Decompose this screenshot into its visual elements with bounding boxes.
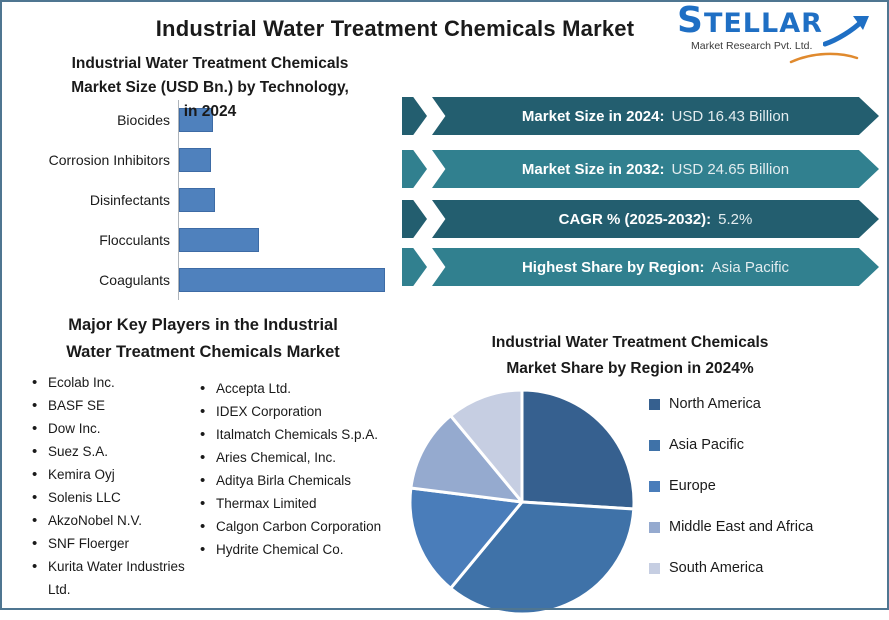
banner-label: Market Size in 2024: — [521, 107, 665, 125]
legend-label: Middle East and Africa — [669, 519, 814, 535]
bar-category-label: Coagulants — [99, 272, 170, 288]
banner-chevron-icon — [402, 200, 427, 238]
legend-swatch-icon — [649, 439, 660, 451]
key-players-column-2: Accepta Ltd.IDEX CorporationItalmatch Ch… — [200, 377, 388, 561]
key-player-item: Solenis LLC — [32, 486, 192, 509]
bar-chart-title-line3: in 2024 — [183, 103, 237, 120]
key-player-item: Hydrite Chemical Co. — [200, 538, 388, 561]
bar-track — [178, 140, 397, 180]
legend-label: North America — [669, 396, 761, 412]
key-player-item: Accepta Ltd. — [200, 377, 388, 400]
bar-category-label: Disinfectants — [89, 192, 170, 208]
bar-row: Coagulants — [12, 260, 397, 300]
legend-label: Asia Pacific — [669, 437, 744, 453]
key-player-item: Calgon Carbon Corporation — [200, 515, 388, 538]
pie-chart-title-line1: Industrial Water Treatment Chemicals — [491, 334, 769, 351]
banner-chevron-icon — [402, 248, 427, 286]
pie-slice-north-america — [520, 388, 636, 511]
key-player-item: Aries Chemical, Inc. — [200, 446, 388, 469]
pie-slice-europe — [408, 486, 524, 590]
key-player-item: AkzoNobel N.V. — [32, 509, 192, 532]
legend-label: South America — [669, 560, 764, 576]
banner-chevron-icon — [402, 150, 427, 188]
key-player-item: Dow Inc. — [32, 417, 192, 440]
banner-label: Highest Share by Region: — [521, 258, 705, 276]
key-players-heading-line2: Water Treatment Chemicals Market — [66, 343, 340, 361]
legend-item: Europe — [649, 476, 813, 496]
legend-swatch-icon — [649, 480, 660, 492]
key-players-column-1: Ecolab Inc.BASF SEDow Inc.Suez S.A.Kemir… — [32, 371, 192, 601]
pie-chart-title: Industrial Water Treatment Chemicals Mar… — [420, 330, 840, 382]
key-player-item: Italmatch Chemicals S.p.A. — [200, 423, 388, 446]
bar-row: Biocides — [12, 100, 397, 140]
bar-track — [178, 180, 397, 220]
banner-value: USD 16.43 Billion — [671, 107, 790, 125]
key-player-item: Kemira Oyj — [32, 463, 192, 486]
bar — [179, 268, 385, 292]
bar — [179, 188, 215, 212]
legend-item: North America — [649, 394, 813, 414]
legend-swatch-icon — [649, 562, 660, 574]
legend-label: Europe — [669, 478, 716, 494]
banner-value: 5.2% — [718, 210, 753, 228]
banner-value: USD 24.65 Billion — [671, 160, 790, 178]
key-players-heading: Major Key Players in the Industrial Wate… — [14, 312, 392, 366]
bar-row: Disinfectants — [12, 180, 397, 220]
pie-slice-asia-pacific — [449, 500, 636, 616]
legend-swatch-icon — [649, 398, 660, 410]
key-players-heading-line1: Major Key Players in the Industrial — [68, 316, 338, 334]
bar-chart: Biocides Corrosion Inhibitors Disinfectant… — [12, 100, 397, 300]
stat-banner-highest-share-region: Highest Share by Region: Asia Pacific — [402, 248, 879, 286]
logo-swoosh-icon — [789, 52, 859, 64]
bar-category-label: Flocculants — [99, 232, 170, 248]
bar-track — [178, 100, 397, 140]
logo-wordmark: STELLAR — [677, 0, 823, 41]
bar-category-label: Biocides — [117, 112, 170, 128]
pie-chart — [408, 388, 636, 616]
banner-body: Highest Share by Region: Asia Pacific — [432, 248, 879, 286]
bar-row: Corrosion Inhibitors — [12, 140, 397, 180]
key-player-item: SNF Floerger — [32, 532, 192, 555]
pie-slice-south-america — [449, 388, 524, 504]
logo-tagline: Market Research Pvt. Ltd. — [691, 40, 813, 52]
bar — [179, 148, 211, 172]
banner-body: Market Size in 2032: USD 24.65 Billion — [432, 150, 879, 188]
bar-row: Flocculants — [12, 220, 397, 260]
key-player-item: Ecolab Inc. — [32, 371, 192, 394]
bar-track — [178, 220, 397, 260]
bar — [179, 228, 259, 252]
growth-arrow-icon — [823, 16, 869, 47]
pie-legend: North America Asia Pacific Europe Middle Ea… — [649, 394, 813, 599]
pie-chart-title-line2: Market Share by Region in 2024% — [506, 360, 754, 377]
pie-slice-middle-east-and-africa — [409, 414, 524, 504]
bar-chart-title: Industrial Water Treatment Chemicals Mar… — [30, 52, 390, 124]
stellar-logo: STELLAR Market Research Pvt. Ltd. — [677, 6, 877, 70]
bar-chart-title-line2: Market Size (USD Bn.) by Technology, — [71, 79, 349, 96]
banner-body: CAGR % (2025-2032): 5.2% — [432, 200, 879, 238]
banner-body: Market Size in 2024: USD 16.43 Billion — [432, 97, 879, 135]
legend-item: Middle East and Africa — [649, 517, 813, 537]
key-player-item: Kurita Water Industries Ltd. — [32, 555, 192, 601]
stat-banner-market-size-2032: Market Size in 2032: USD 24.65 Billion — [402, 150, 879, 188]
stat-banner-market-size-2024: Market Size in 2024: USD 16.43 Billion — [402, 97, 879, 135]
stat-banner-cagr: CAGR % (2025-2032): 5.2% — [402, 200, 879, 238]
key-player-item: Suez S.A. — [32, 440, 192, 463]
legend-swatch-icon — [649, 521, 660, 533]
bar — [179, 108, 213, 132]
bar-track — [178, 260, 397, 300]
key-player-item: Aditya Birla Chemicals — [200, 469, 388, 492]
bar-category-label: Corrosion Inhibitors — [48, 152, 170, 168]
page-title: Industrial Water Treatment Chemicals Mar… — [155, 16, 635, 41]
key-player-item: Thermax Limited — [200, 492, 388, 515]
legend-item: Asia Pacific — [649, 435, 813, 455]
legend-item: South America — [649, 558, 813, 578]
banner-label: CAGR % (2025-2032): — [558, 210, 712, 228]
key-player-item: BASF SE — [32, 394, 192, 417]
banner-chevron-icon — [402, 97, 427, 135]
banner-label: Market Size in 2032: — [521, 160, 665, 178]
key-player-item: IDEX Corporation — [200, 400, 388, 423]
bar-chart-title-line1: Industrial Water Treatment Chemicals — [71, 55, 349, 72]
banner-value: Asia Pacific — [711, 258, 790, 276]
